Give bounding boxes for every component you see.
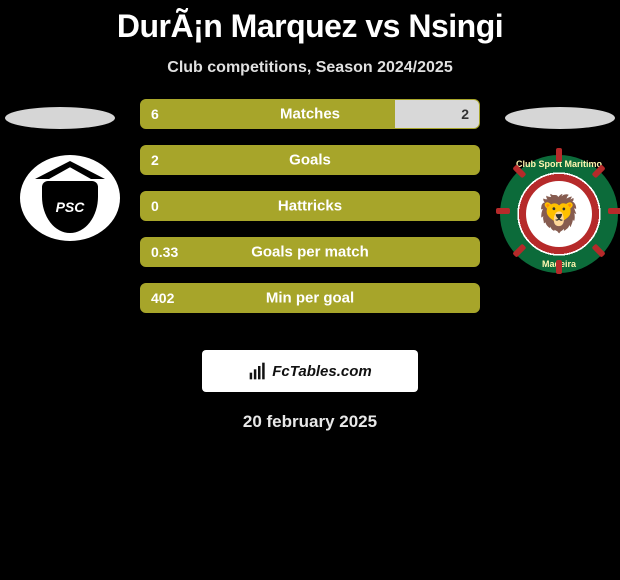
stat-row: 2Goals <box>140 145 480 175</box>
stat-row: 62Matches <box>140 99 480 129</box>
stat-left-value: 0.33 <box>151 244 178 260</box>
stat-label: Goals per match <box>141 244 479 261</box>
stat-row: 402Min per goal <box>140 283 480 313</box>
stat-left-value: 0 <box>151 198 159 214</box>
stat-bars: 62Matches2Goals0Hattricks0.33Goals per m… <box>140 99 480 329</box>
stat-row: 0.33Goals per match <box>140 237 480 267</box>
page-subtitle: Club competitions, Season 2024/2025 <box>0 59 620 77</box>
left-club-badge: PSC <box>20 155 120 241</box>
wheel-spoke <box>496 208 510 214</box>
wheel-spoke <box>512 244 526 258</box>
brand-text: FcTables.com <box>272 363 371 380</box>
bar-chart-icon <box>248 361 268 381</box>
stat-row: 0Hattricks <box>140 191 480 221</box>
stat-label: Hattricks <box>141 198 479 215</box>
wheel-spoke <box>556 260 562 274</box>
stat-left-value: 6 <box>151 106 159 122</box>
stat-label: Goals <box>141 152 479 169</box>
brand-card[interactable]: FcTables.com <box>202 350 418 392</box>
stat-left-value: 402 <box>151 290 174 306</box>
stat-left-value: 2 <box>151 152 159 168</box>
stat-right-value: 2 <box>461 106 469 122</box>
lion-icon: 🦁 <box>537 193 582 235</box>
left-platform-ellipse <box>5 107 115 129</box>
stat-label: Min per goal <box>141 290 479 307</box>
right-platform-ellipse <box>505 107 615 129</box>
wheel-spoke <box>556 148 562 162</box>
wheel-spoke <box>608 208 620 214</box>
page-title: DurÃ¡n Marquez vs Nsingi <box>0 0 620 45</box>
date-text: 20 february 2025 <box>0 412 620 432</box>
left-club-monogram: PSC <box>42 181 98 233</box>
right-club-emblem: 🦁 <box>526 181 592 247</box>
right-club-badge: Club Sport Maritimo 🦁 Madeira <box>500 155 618 273</box>
wheel-spoke <box>592 244 606 258</box>
